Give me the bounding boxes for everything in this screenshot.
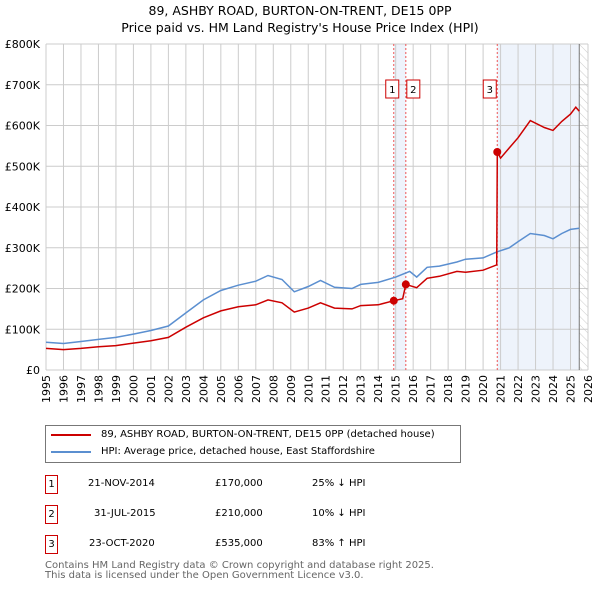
x-tick-label: 2016	[407, 375, 420, 403]
series-line	[45, 106, 580, 351]
x-tick-label: 2017	[425, 375, 438, 403]
x-tick-label: 2013	[355, 375, 368, 403]
legend: 89, ASHBY ROAD, BURTON-ON-TRENT, DE15 0P…	[45, 425, 461, 463]
x-tick-label: 2025	[565, 375, 578, 403]
x-tick-label: 2003	[180, 375, 193, 403]
x-tick-label: 2021	[495, 375, 508, 403]
y-tick-label: £600K	[5, 120, 41, 133]
sale-badge: 2	[45, 505, 58, 524]
x-tick-label: 2018	[442, 375, 455, 403]
y-tick-label: £800K	[5, 38, 41, 51]
legend-item-property: 89, ASHBY ROAD, BURTON-ON-TRENT, DE15 0P…	[51, 429, 435, 440]
x-tick-label: 2011	[320, 375, 333, 403]
sale-label: 1	[389, 85, 395, 96]
x-tick-label: 2000	[127, 375, 140, 403]
sale-marker	[493, 147, 502, 156]
sale-marker	[401, 280, 410, 289]
chart-title: 89, ASHBY ROAD, BURTON-ON-TRENT, DE15 0P…	[148, 3, 452, 18]
sale-badge: 3	[45, 535, 58, 554]
table-row: 3 23-OCT-2020 £535,000 83% ↑ HPI	[45, 535, 445, 555]
sale-date: 21-NOV-2014	[88, 478, 155, 489]
y-tick-label: £400K	[5, 201, 41, 214]
x-tick-label: 2001	[145, 375, 158, 403]
x-tick-label: 2020	[477, 375, 490, 403]
x-tick-label: 2022	[512, 375, 525, 403]
sale-price: £170,000	[215, 478, 263, 489]
x-tick-label: 2024	[547, 375, 560, 403]
sale-price: £210,000	[215, 508, 263, 519]
legend-swatch	[51, 433, 91, 436]
x-tick-label: 2005	[215, 375, 228, 403]
sale-label-box	[482, 79, 497, 99]
y-tick-label: £300K	[5, 242, 41, 255]
legend-item-hpi: HPI: Average price, detached house, East…	[51, 446, 375, 457]
sale-label: 2	[410, 85, 416, 96]
sale-badge: 1	[45, 475, 58, 494]
x-tick-label: 2008	[267, 375, 280, 403]
sale-label-box	[406, 79, 421, 99]
x-tick-label: 1999	[110, 375, 123, 403]
x-tick-label: 2004	[197, 375, 210, 403]
sale-hpi: 83% ↑ HPI	[312, 538, 366, 549]
table-row: 2 31-JUL-2015 £210,000 10% ↓ HPI	[45, 505, 445, 525]
footer: Contains HM Land Registry data © Crown c…	[45, 561, 434, 581]
legend-label: HPI: Average price, detached house, East…	[101, 446, 375, 457]
chart-subtitle: Price paid vs. HM Land Registry's House …	[121, 20, 479, 35]
x-tick-label: 1998	[92, 375, 105, 403]
series-line	[45, 227, 580, 345]
y-tick-label: £500K	[5, 160, 41, 173]
y-tick-label: £200K	[5, 283, 41, 296]
sale-hpi: 10% ↓ HPI	[312, 508, 366, 519]
footer-line: This data is licensed under the Open Gov…	[45, 570, 364, 581]
x-tick-label: 2012	[337, 375, 350, 403]
sale-hpi: 25% ↓ HPI	[312, 478, 366, 489]
sale-date: 31-JUL-2015	[94, 508, 156, 519]
x-tick-label: 2026	[582, 375, 595, 403]
footer-line: Contains HM Land Registry data © Crown c…	[45, 560, 434, 571]
x-tick-label: 2015	[390, 375, 403, 403]
x-tick-label: 2010	[302, 375, 315, 403]
y-tick-label: £700K	[5, 79, 41, 92]
x-tick-label: 2014	[372, 375, 385, 403]
x-tick-label: 1997	[75, 375, 88, 403]
legend-swatch	[51, 450, 91, 453]
x-tick-label: 2006	[232, 375, 245, 403]
sale-label-box	[385, 79, 400, 99]
table-row: 1 21-NOV-2014 £170,000 25% ↓ HPI	[45, 475, 445, 495]
sale-marker	[389, 296, 398, 305]
price-chart: 1995 1996 1997 1998 1999 2000 2001 2002 2003 2004…	[5, 38, 595, 403]
legend-label: 89, ASHBY ROAD, BURTON-ON-TRENT, DE15 0P…	[101, 429, 435, 440]
sale-price: £535,000	[215, 538, 263, 549]
y-tick-label: £100K	[5, 323, 41, 336]
x-tick-label: 1995	[40, 375, 53, 403]
x-tick-label: 2007	[250, 375, 263, 403]
sale-label: 3	[487, 85, 493, 96]
x-tick-label: 2023	[530, 375, 543, 403]
x-tick-label: 2002	[162, 375, 175, 403]
x-tick-label: 1996	[57, 375, 70, 403]
x-tick-label: 2019	[460, 375, 473, 403]
x-tick-label: 2009	[285, 375, 298, 403]
sale-date: 23-OCT-2020	[89, 538, 155, 549]
y-tick-label: £0	[26, 364, 40, 377]
